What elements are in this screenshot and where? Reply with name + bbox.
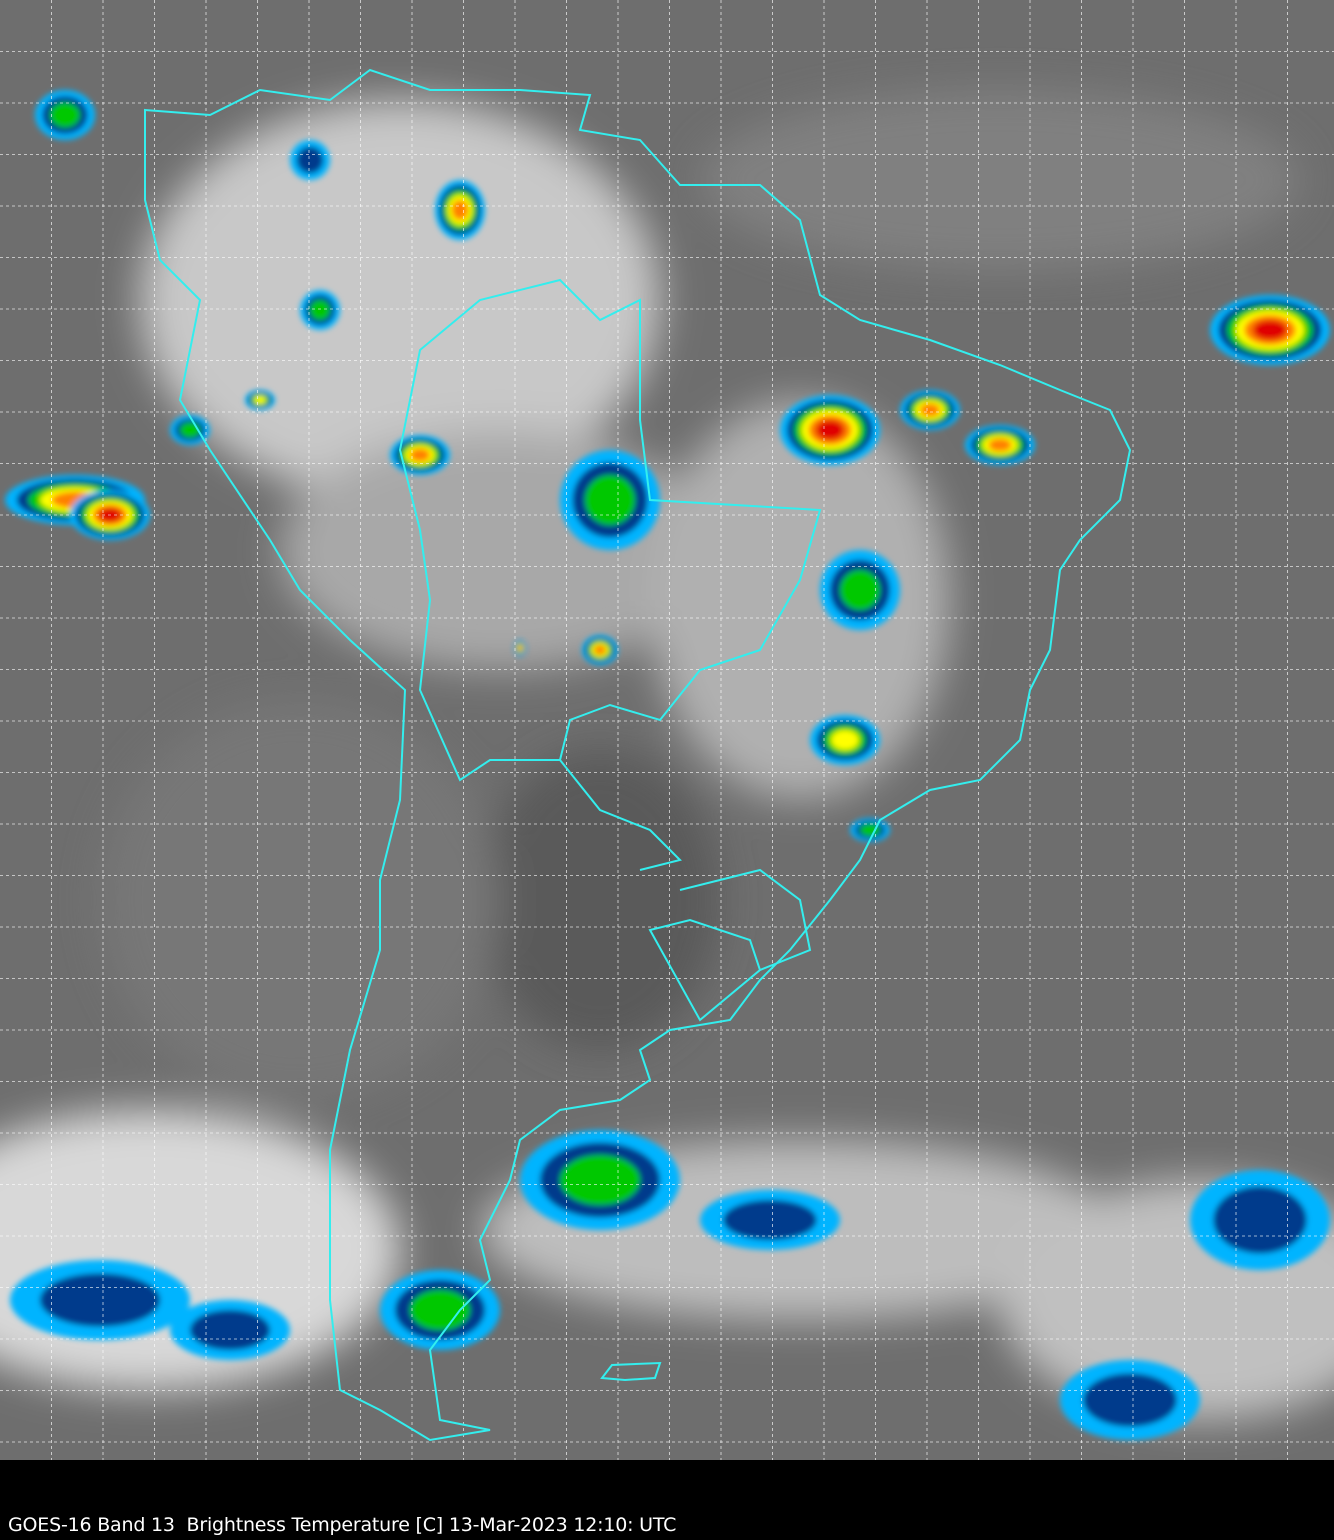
storm-cell bbox=[860, 824, 880, 836]
image-caption: GOES-16 Band 13 Brightness Temperature [… bbox=[8, 1514, 677, 1536]
storm-cell bbox=[410, 448, 430, 462]
storm-cell bbox=[840, 570, 880, 610]
convective-cells bbox=[5, 90, 1330, 1440]
storm-cell bbox=[1083, 1373, 1177, 1427]
storm-cell bbox=[50, 102, 80, 128]
storm-cell bbox=[1213, 1186, 1307, 1254]
storm-cell bbox=[254, 396, 266, 404]
storm-cell bbox=[1252, 320, 1288, 340]
storm-cell bbox=[518, 645, 522, 651]
storm-cell bbox=[296, 146, 324, 174]
storm-cell bbox=[560, 1155, 640, 1205]
satellite-image bbox=[0, 0, 1334, 1460]
storm-cell bbox=[585, 475, 635, 525]
storm-cell bbox=[988, 438, 1012, 452]
storm-cell bbox=[190, 1310, 270, 1350]
storm-cell bbox=[723, 1200, 817, 1240]
storm-cell bbox=[40, 1273, 160, 1327]
storm-cell bbox=[410, 1290, 470, 1330]
storm-cell bbox=[451, 200, 469, 220]
storm-cell bbox=[594, 645, 606, 655]
storm-cell bbox=[310, 300, 330, 320]
storm-cell bbox=[831, 730, 859, 750]
storm-cell bbox=[920, 403, 940, 417]
storm-cell bbox=[815, 420, 845, 440]
country-borders bbox=[144, 68, 1132, 1442]
